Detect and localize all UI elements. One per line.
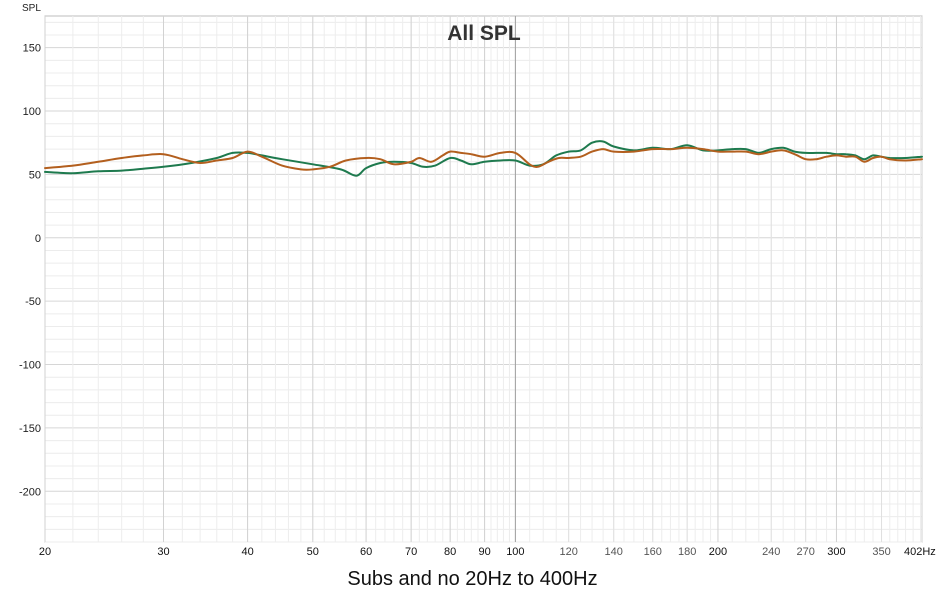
grid	[44, 15, 923, 543]
x-tick-label: 20	[39, 546, 51, 558]
chart-title: All SPL	[447, 22, 521, 45]
y-tick-label: -100	[19, 360, 41, 372]
x-tick-label: 90	[478, 546, 490, 558]
chart-caption: Subs and no 20Hz to 400Hz	[347, 568, 598, 590]
x-tick-label: 270	[796, 546, 814, 558]
x-axis-ticks: 20 30 40 50 60 70 80 90 100 120 140 160 180 200 240 270…	[39, 546, 936, 558]
x-tick-label: 60	[360, 546, 372, 558]
x-tick-label: 50	[307, 546, 319, 558]
x-tick-label: 120	[559, 546, 577, 558]
y-axis-ticks: 150 100 50 0 -50 -100 -150 -200	[19, 43, 41, 499]
y-axis-label: SPL	[22, 3, 41, 14]
y-tick-label: -200	[19, 486, 41, 498]
x-tick-label: 140	[605, 546, 623, 558]
x-tick-label: 300	[827, 546, 845, 558]
x-tick-label: 402Hz	[904, 546, 936, 558]
series-line-orange	[44, 146, 923, 171]
x-tick-label: 200	[709, 546, 727, 558]
y-tick-label: -50	[25, 296, 41, 308]
plot-area	[44, 15, 923, 543]
x-tick-label: 240	[762, 546, 780, 558]
x-tick-label: 350	[872, 546, 890, 558]
x-tick-label: 70	[405, 546, 417, 558]
series-group	[44, 140, 923, 177]
x-tick-label: 180	[678, 546, 696, 558]
y-tick-label: -150	[19, 423, 41, 435]
y-tick-label: 100	[23, 106, 41, 118]
x-tick-label: 100	[506, 546, 524, 558]
y-tick-label: 150	[23, 43, 41, 55]
y-tick-label: 0	[35, 233, 41, 245]
y-tick-label: 50	[29, 169, 41, 181]
x-tick-label: 40	[241, 546, 253, 558]
x-tick-label: 160	[644, 546, 662, 558]
x-tick-label: 30	[157, 546, 169, 558]
x-tick-label: 80	[444, 546, 456, 558]
